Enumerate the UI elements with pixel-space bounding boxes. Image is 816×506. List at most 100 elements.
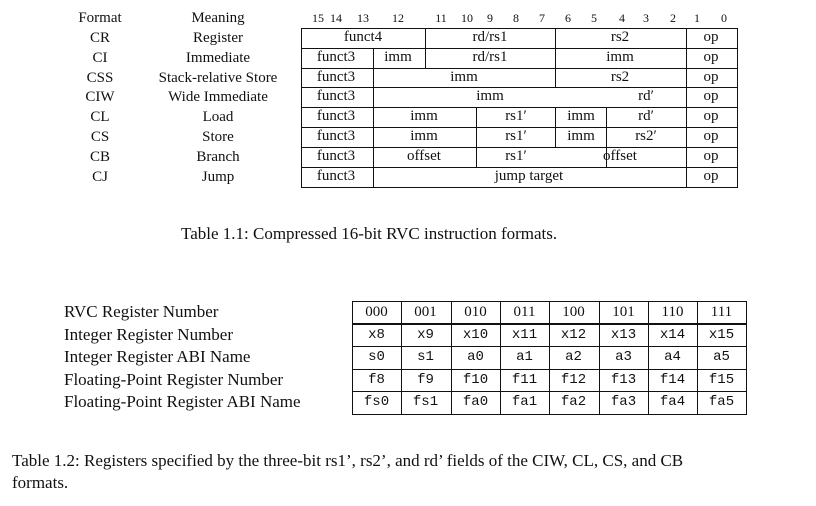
register-cell: f12 bbox=[560, 372, 587, 388]
field-name: rs1′ bbox=[505, 108, 527, 124]
register-row-border bbox=[352, 301, 747, 302]
register-cell: fa3 bbox=[610, 394, 637, 410]
field-border bbox=[555, 107, 556, 127]
bit-label: 2 bbox=[670, 11, 676, 25]
register-row-border bbox=[352, 323, 747, 324]
field-name: rs1′ bbox=[505, 128, 527, 144]
bit-label: 0 bbox=[721, 11, 727, 25]
register-cell: s0 bbox=[368, 349, 385, 365]
field-border bbox=[373, 48, 374, 68]
register-row-border bbox=[352, 414, 747, 415]
register-col-border bbox=[746, 301, 747, 414]
field-border bbox=[301, 48, 302, 68]
format-name: CR bbox=[89, 30, 110, 46]
field-name: funct4 bbox=[343, 29, 383, 45]
register-cell: f13 bbox=[610, 372, 637, 388]
bit-label: 4 bbox=[619, 11, 625, 25]
register-cell: 110 bbox=[661, 304, 684, 320]
field-name: imm bbox=[450, 69, 478, 85]
field-name: funct3 bbox=[316, 108, 356, 124]
field-border bbox=[373, 147, 374, 167]
bit-label: 8 bbox=[513, 11, 519, 25]
format-name: CL bbox=[90, 109, 110, 125]
register-cell: a0 bbox=[467, 349, 484, 365]
field-border bbox=[373, 107, 374, 127]
register-cell: 100 bbox=[562, 304, 585, 320]
field-border bbox=[301, 147, 302, 167]
field-border bbox=[737, 167, 738, 187]
field-name: rd′ bbox=[638, 108, 654, 124]
format-name: CJ bbox=[92, 169, 108, 185]
bit-label: 3 bbox=[643, 11, 649, 25]
register-cell: f9 bbox=[417, 372, 434, 388]
register-cell: fa1 bbox=[511, 394, 538, 410]
field-border bbox=[686, 107, 687, 127]
field-name: jump target bbox=[494, 168, 564, 184]
register-cell: f10 bbox=[462, 372, 489, 388]
bit-label: 9 bbox=[487, 11, 493, 25]
field-border bbox=[425, 48, 426, 68]
field-name: op bbox=[703, 128, 719, 144]
register-row-border bbox=[352, 391, 747, 392]
bit-label: 6 bbox=[565, 11, 571, 25]
register-cell: a3 bbox=[615, 349, 632, 365]
register-cell: fs0 bbox=[363, 394, 390, 410]
field-border bbox=[301, 68, 302, 88]
format-name: CI bbox=[92, 50, 108, 66]
register-cell: f14 bbox=[659, 372, 686, 388]
field-name: rd′ bbox=[638, 88, 654, 104]
field-name: rd/rs1 bbox=[472, 29, 508, 45]
rvc-format-table: Format Meaning 15 14 13 12 11 10 9 8 7 6 5 4 3 2 1 0 CR… bbox=[0, 0, 816, 200]
field-border bbox=[301, 127, 302, 147]
field-border bbox=[373, 127, 374, 147]
row-border bbox=[301, 127, 738, 128]
format-meaning: Wide Immediate bbox=[168, 89, 268, 105]
format-meaning: Store bbox=[202, 129, 234, 145]
field-border bbox=[737, 127, 738, 147]
register-cell: fa4 bbox=[659, 394, 686, 410]
field-border bbox=[555, 48, 556, 68]
field-border bbox=[301, 28, 302, 48]
register-cell: s1 bbox=[417, 349, 434, 365]
field-name: funct3 bbox=[316, 69, 356, 85]
field-border bbox=[476, 107, 477, 127]
format-name: CS bbox=[90, 129, 110, 145]
register-col-border bbox=[549, 301, 550, 414]
register-cell: fa0 bbox=[462, 394, 489, 410]
register-cell: x11 bbox=[511, 327, 538, 343]
register-cell: x10 bbox=[462, 327, 489, 343]
register-row-label: Integer Register Number bbox=[64, 325, 233, 344]
table-1-1-caption: Table 1.1: Compressed 16-bit RVC instruc… bbox=[181, 224, 558, 243]
register-row-label: Floating-Point Register ABI Name bbox=[64, 392, 301, 411]
format-meaning: Branch bbox=[196, 149, 240, 165]
register-cell: 111 bbox=[710, 304, 733, 320]
register-cell: fa5 bbox=[708, 394, 735, 410]
field-name: imm bbox=[410, 108, 438, 124]
bit-label: 11 bbox=[435, 11, 447, 25]
field-name: offset bbox=[603, 148, 637, 164]
field-border bbox=[301, 167, 302, 187]
field-name: imm bbox=[410, 128, 438, 144]
field-border bbox=[373, 68, 374, 88]
field-border bbox=[555, 127, 556, 147]
format-meaning: Load bbox=[202, 109, 234, 125]
field-border bbox=[737, 68, 738, 88]
field-border bbox=[555, 28, 556, 48]
bit-label: 13 bbox=[357, 11, 369, 25]
register-cell: 010 bbox=[464, 304, 487, 320]
register-row-label: RVC Register Number bbox=[64, 302, 219, 321]
field-name: funct3 bbox=[316, 88, 356, 104]
field-border bbox=[373, 167, 374, 187]
field-name: funct3 bbox=[316, 148, 356, 164]
register-cell: a2 bbox=[565, 349, 582, 365]
format-name: CIW bbox=[85, 89, 115, 105]
format-meaning: Register bbox=[193, 30, 243, 46]
field-border bbox=[301, 107, 302, 127]
field-border bbox=[425, 28, 426, 48]
field-border bbox=[686, 127, 687, 147]
row-border bbox=[301, 107, 738, 108]
bit-label: 5 bbox=[591, 11, 597, 25]
field-border bbox=[737, 147, 738, 167]
register-col-border bbox=[697, 301, 698, 414]
bit-label: 10 bbox=[461, 11, 473, 25]
